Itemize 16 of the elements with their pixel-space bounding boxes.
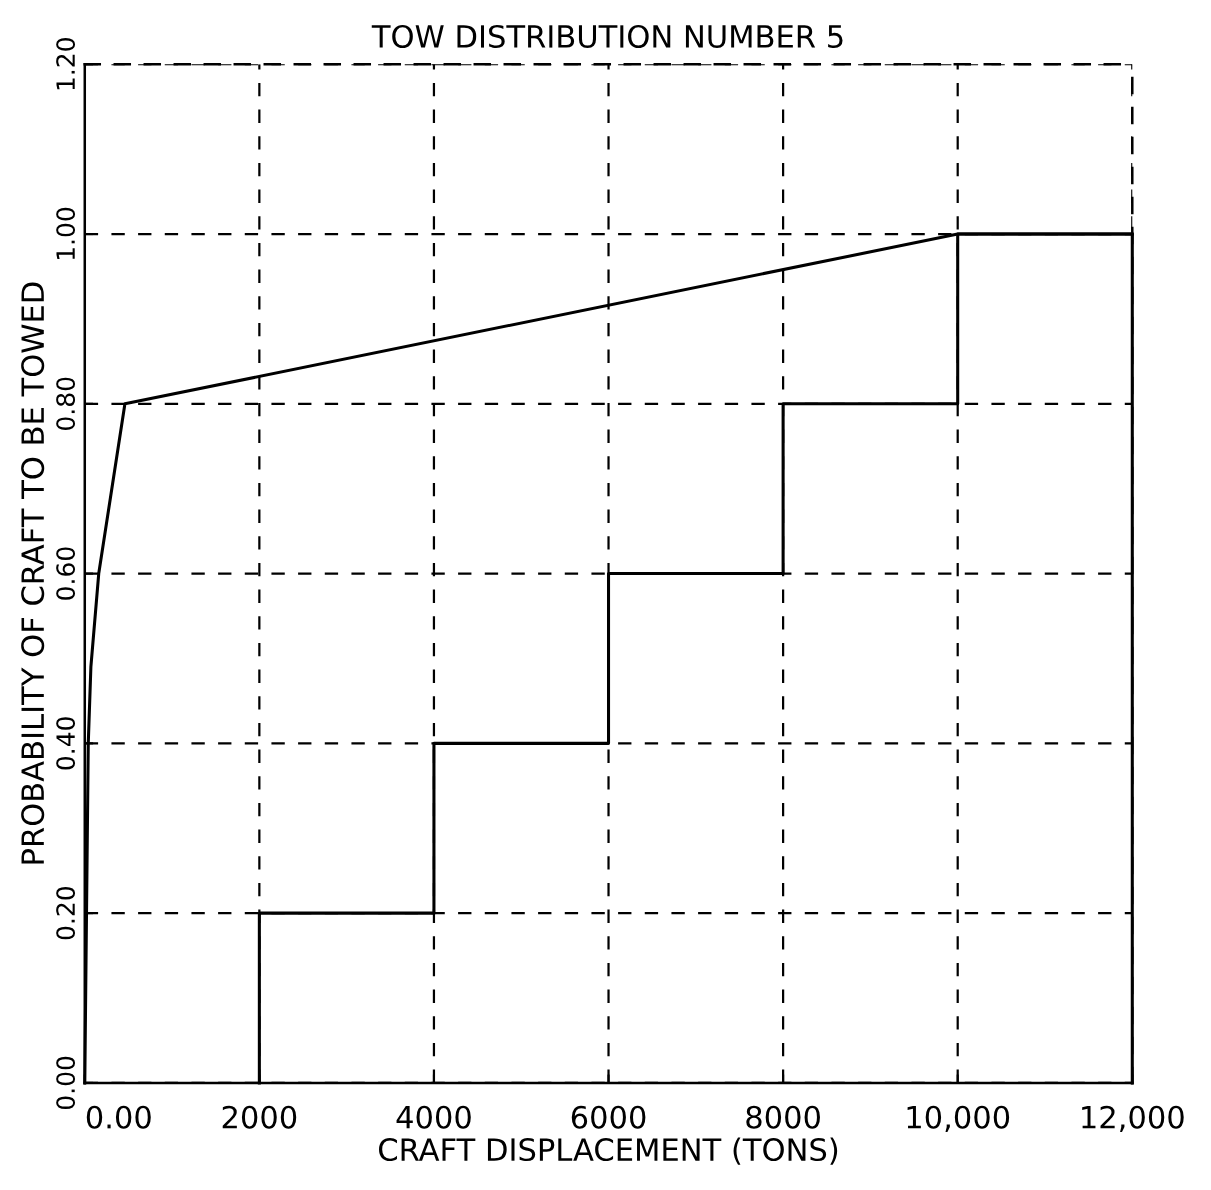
y-tick-label: 0.20 bbox=[56, 886, 76, 940]
y-tick-label: 1.20 bbox=[56, 38, 76, 90]
x-tick-label: 8000 bbox=[746, 1105, 820, 1129]
x-tick-label: 0.00 bbox=[86, 1105, 151, 1129]
y-axis-title: PROBABILITY OF CRAFT TO BE TOWED bbox=[21, 282, 45, 864]
x-tick-label: 6000 bbox=[571, 1105, 646, 1129]
x-tick-label: 2000 bbox=[222, 1105, 297, 1129]
y-tick-label: 0.60 bbox=[56, 547, 76, 600]
y-tick-label: 1.00 bbox=[56, 207, 76, 260]
x-tick-label: 12,000 bbox=[1082, 1105, 1184, 1132]
y-tick-label: 0.40 bbox=[56, 717, 76, 770]
x-axis-title: CRAFT DISPLACEMENT (TONS) bbox=[379, 1137, 838, 1165]
y-tick-label: 0.80 bbox=[56, 377, 76, 430]
chart-title: TOW DISTRIBUTION NUMBER 5 bbox=[371, 24, 843, 49]
x-tick-label: 4000 bbox=[396, 1105, 471, 1129]
x-tick-label: 10,000 bbox=[907, 1105, 1010, 1132]
